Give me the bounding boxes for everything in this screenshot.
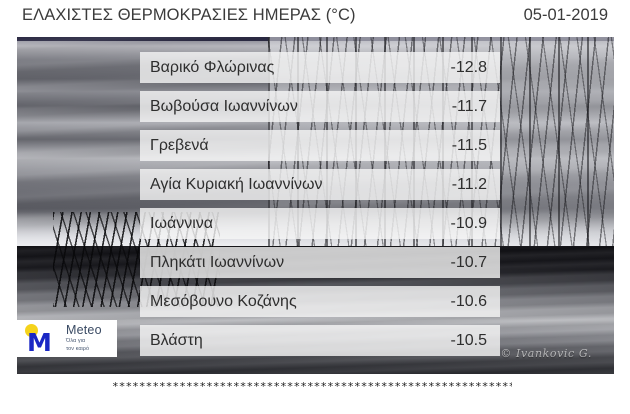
station-name: Μεσόβουνο Κοζάνης	[150, 292, 297, 310]
sun-icon	[25, 323, 38, 337]
station-name: Βωβούσα Ιωαννίνων	[150, 97, 298, 115]
m-letter-icon: M	[27, 327, 52, 357]
station-temperature: -11.2	[451, 175, 487, 193]
header: ΕΛΑΧΙΣΤΕΣ ΘΕΡΜΟΚΡΑΣΙΕΣ ΗΜΕΡΑΣ (°C) 05-01…	[0, 0, 630, 37]
meteo-logo-text: Meteo Όλα για τον καιρό	[66, 324, 102, 354]
station-temperature: -10.6	[450, 292, 487, 310]
table-row: Βλάστη -10.5	[140, 325, 500, 356]
table-row: Βωβούσα Ιωαννίνων -11.7	[140, 91, 500, 122]
station-temperature: -11.7	[451, 97, 487, 115]
meteo-logo-mark: M	[22, 323, 64, 357]
station-temperature: -11.5	[451, 136, 487, 154]
temperature-ranking-list: Βαρικό Φλώρινας -12.8 Βωβούσα Ιωαννίνων …	[140, 52, 500, 364]
station-temperature: -10.9	[450, 214, 487, 232]
station-name: Ιωάννινα	[150, 214, 213, 232]
footer: ****************************************…	[0, 374, 630, 414]
page-title: ΕΛΑΧΙΣΤΕΣ ΘΕΡΜΟΚΡΑΣΙΕΣ ΗΜΕΡΑΣ (°C)	[22, 6, 356, 24]
photo-watermark: © Ivankovic G.	[500, 347, 592, 360]
station-name: Γρεβενά	[150, 136, 209, 154]
station-name: Αγία Κυριακή Ιωαννίνων	[150, 175, 323, 193]
report-date: 05-01-2019	[523, 6, 608, 24]
station-temperature: -10.7	[450, 253, 487, 271]
station-name: Βαρικό Φλώρινας	[150, 58, 275, 76]
background-photo: © Ivankovic G. M Meteo Όλα για τον καιρό	[17, 37, 614, 374]
station-name: Πληκάτι Ιωαννίνων	[150, 253, 285, 271]
meteo-logo[interactable]: M Meteo Όλα για τον καιρό	[17, 320, 117, 357]
table-row: Πληκάτι Ιωαννίνων -10.7	[140, 247, 500, 278]
table-row: Ιωάννινα -10.9	[140, 208, 500, 239]
table-row: Βαρικό Φλώρινας -12.8	[140, 52, 500, 83]
meteo-logo-name: Meteo	[66, 322, 102, 337]
table-row: Γρεβενά -11.5	[140, 130, 500, 161]
meteo-logo-tagline: Όλα για τον καιρό	[66, 338, 90, 352]
table-row: Μεσόβουνο Κοζάνης -10.6	[140, 286, 500, 317]
station-name: Βλάστη	[150, 331, 203, 349]
table-row: Αγία Κυριακή Ιωαννίνων -11.2	[140, 169, 500, 200]
station-temperature: -10.5	[450, 331, 487, 349]
station-temperature: -12.8	[450, 58, 487, 76]
separator-line: ****************************************…	[112, 380, 512, 393]
